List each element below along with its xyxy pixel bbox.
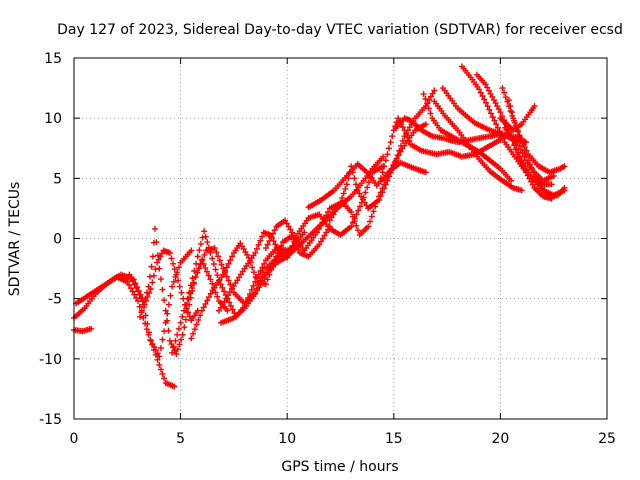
plus-markers-arc-21 — [497, 103, 538, 134]
x-tick-label: 5 — [176, 431, 185, 447]
plus-markers-arc-9 — [216, 163, 387, 314]
series-arc-24 — [499, 85, 568, 200]
series-arc-21 — [497, 103, 538, 134]
x-tick-label: 0 — [70, 431, 79, 447]
y-tick-label: 5 — [53, 171, 62, 187]
y-tick-label: 0 — [53, 232, 62, 248]
y-tick-label: 10 — [44, 111, 62, 127]
x-axis-label: GPS time / hours — [281, 459, 398, 475]
x-tick-label: 15 — [385, 431, 403, 447]
y-tick-label: -5 — [48, 292, 62, 308]
x-tick-label: 10 — [278, 431, 296, 447]
plus-markers-arc-8 — [188, 223, 333, 342]
x-tick-label: 20 — [491, 431, 509, 447]
series-arc-8 — [188, 223, 333, 342]
series-arc-12 — [305, 159, 429, 211]
plus-markers-arc-24 — [499, 85, 568, 200]
axis-ticks: 0 5 10 15 20 25 -15 -10 -5 0 5 10 15 — [39, 51, 616, 447]
plus-markers-arc-17 — [431, 98, 525, 194]
x-tick-label: 25 — [598, 431, 616, 447]
series-arc-17 — [431, 98, 525, 194]
plus-markers-arc-22 — [501, 124, 555, 202]
y-tick-label: -10 — [39, 352, 62, 368]
series-arc-22 — [501, 124, 555, 202]
plus-markers-arc-12 — [305, 159, 429, 211]
data-marks — [71, 63, 568, 390]
y-axis-label: SDTVAR / TECUs — [7, 182, 23, 297]
y-tick-label: 15 — [44, 51, 62, 67]
y-tick-label: -15 — [39, 412, 62, 428]
chart-title: Day 127 of 2023, Sidereal Day-to-day VTE… — [57, 22, 623, 38]
series-arc-9 — [216, 163, 387, 314]
